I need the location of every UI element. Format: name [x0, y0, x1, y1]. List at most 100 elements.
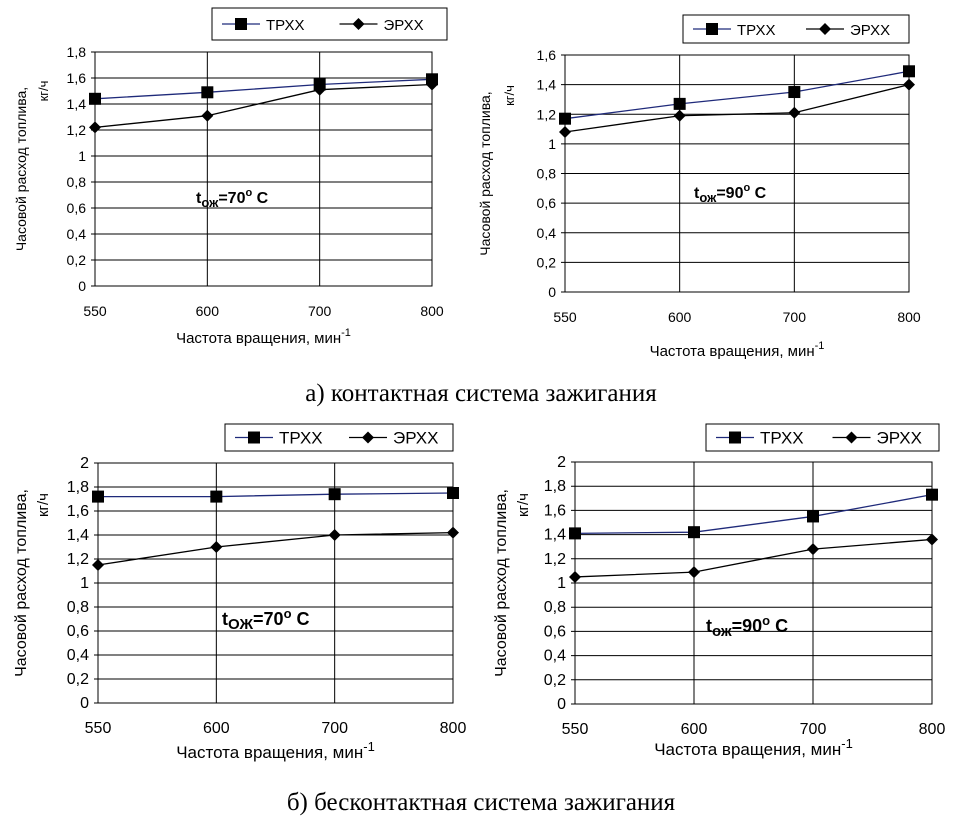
- legend-marker-square: [729, 431, 741, 444]
- y-tick-label: 1,2: [67, 122, 87, 138]
- y-tick-label: 0,2: [537, 254, 557, 270]
- data-point-trxx: [788, 86, 801, 99]
- data-point-trxx: [569, 527, 581, 540]
- data-point-erxx: [92, 559, 104, 571]
- legend-marker-square: [248, 431, 260, 444]
- legend-marker-diamond: [845, 431, 858, 444]
- data-point-trxx: [92, 490, 104, 503]
- x-tick-label: 800: [440, 720, 467, 737]
- x-axis-label: Частота вращения, мин-1: [654, 736, 853, 759]
- data-point-trxx: [688, 526, 700, 539]
- annotation-sub: ож: [712, 623, 732, 640]
- y-tick-label: 0,6: [67, 623, 89, 640]
- x-axis-label-superscript: -1: [363, 739, 375, 754]
- annotation-end: C: [292, 609, 310, 629]
- series-line-erxx: [97, 531, 454, 566]
- legend-marker-square: [235, 18, 247, 30]
- plot-area: [97, 462, 454, 704]
- legend-label: ТРХХ: [266, 17, 305, 34]
- data-point-erxx: [210, 541, 223, 553]
- y-tick-label: 2: [80, 455, 89, 472]
- annotation-sup: o: [245, 187, 252, 199]
- y-tick-label: 1,8: [544, 478, 566, 495]
- y-tick-label: 1,6: [67, 70, 87, 86]
- data-point-erxx: [447, 526, 459, 539]
- y-tick-label: 1: [557, 575, 566, 592]
- x-axis-label-superscript: -1: [341, 327, 351, 339]
- data-point-trxx: [328, 488, 341, 501]
- data-point-erxx: [89, 121, 101, 134]
- x-axis-label-text: Частота вращения, мин: [176, 330, 341, 347]
- annotation-sup: o: [284, 606, 292, 621]
- data-point-erxx: [559, 126, 571, 139]
- x-tick-label: 550: [562, 721, 589, 738]
- legend-label: ТРХХ: [279, 429, 323, 448]
- y-tick-label: 0,4: [67, 226, 87, 242]
- y-tick-label: 1,6: [544, 502, 566, 519]
- annotation-main: =70: [218, 190, 245, 207]
- x-tick-label: 550: [85, 720, 112, 737]
- temperature-annotation: tож=90o C: [694, 182, 767, 205]
- annotation-sub: ож: [201, 195, 219, 210]
- x-tick-label: 550: [553, 309, 577, 325]
- data-point-trxx: [673, 97, 686, 110]
- y-tick-label: 1,2: [544, 551, 566, 568]
- data-point-erxx: [673, 109, 686, 122]
- data-point-trxx: [201, 86, 214, 99]
- y-axis-label-line1: Часовой расход топлива,: [13, 489, 30, 677]
- legend-label: ТРХХ: [737, 22, 776, 39]
- x-tick-label: 600: [203, 720, 230, 737]
- data-point-erxx: [807, 543, 819, 556]
- data-point-trxx: [807, 510, 819, 523]
- data-point-erxx: [201, 109, 214, 122]
- series-line-trxx: [98, 492, 454, 498]
- y-tick-label: 0,4: [537, 225, 557, 241]
- caption-contact-ignition: а) контактная система зажигания: [305, 380, 657, 407]
- y-axis-label-line2: кг/ч: [36, 81, 51, 102]
- y-tick-label: 1,6: [537, 47, 557, 63]
- data-point-trxx: [903, 65, 915, 78]
- x-tick-label: 800: [897, 309, 921, 325]
- annotation-end: C: [770, 616, 788, 636]
- annotation-sup: o: [743, 182, 750, 194]
- legend: ТРХХ ЭРХХ: [211, 7, 448, 41]
- annotation-main: =90: [716, 185, 743, 202]
- legend-label: ЭРХХ: [384, 17, 424, 34]
- data-point-erxx: [426, 78, 438, 91]
- x-axis-label-superscript: -1: [815, 340, 825, 352]
- series-line-trxx: [574, 494, 933, 535]
- y-tick-label: 0,8: [67, 599, 89, 616]
- legend: ТРХХ ЭРХХ: [682, 14, 910, 44]
- x-tick-label: 700: [783, 309, 807, 325]
- series-line-erxx: [574, 538, 933, 578]
- y-tick-label: 0,2: [544, 672, 566, 689]
- plot-area: [94, 51, 433, 287]
- y-tick-label: 0,4: [544, 648, 566, 665]
- chart-4: 0 0,2 0,4 0,6 0,8 1 1,2 1,4 1,6 1,8 2 550 600 700 800 Т…: [493, 423, 945, 759]
- chart-1: 0 0,2 0,4 0,6 0,8 1 1,2 1,4 1,6 1,8 550 600 700 800 ТР…: [13, 7, 448, 347]
- data-point-trxx: [89, 92, 101, 105]
- legend-marker-diamond: [352, 18, 365, 30]
- y-tick-label: 0: [80, 695, 89, 712]
- chart-3: 0 0,2 0,4 0,6 0,8 1 1,2 1,4 1,6 1,8 2 550 600 700 800 Т…: [13, 423, 467, 762]
- y-tick-label: 1,4: [537, 77, 557, 93]
- annotation-main: =70: [253, 609, 284, 629]
- series-line-trxx: [94, 78, 433, 100]
- legend-label: ЭРХХ: [877, 429, 922, 448]
- x-tick-label: 700: [321, 720, 348, 737]
- data-point-trxx: [559, 112, 571, 125]
- y-axis-label-line1: Часовой расход топлива,: [493, 489, 510, 677]
- data-point-erxx: [313, 83, 326, 96]
- y-tick-label: 0,2: [67, 671, 89, 688]
- legend-marker-square: [706, 23, 718, 35]
- data-point-trxx: [926, 488, 938, 501]
- y-tick-label: 0: [557, 696, 566, 713]
- series-line-trxx: [564, 70, 910, 120]
- caption-contactless-ignition: б) бесконтактная система зажигания: [286, 789, 676, 816]
- x-axis-label-superscript: -1: [841, 736, 853, 751]
- y-tick-label: 0,6: [67, 200, 87, 216]
- x-axis-label-text: Частота вращения, мин: [650, 343, 815, 360]
- x-axis-label-text: Частота вращения, мин: [176, 743, 363, 762]
- y-tick-label: 0,8: [544, 599, 566, 616]
